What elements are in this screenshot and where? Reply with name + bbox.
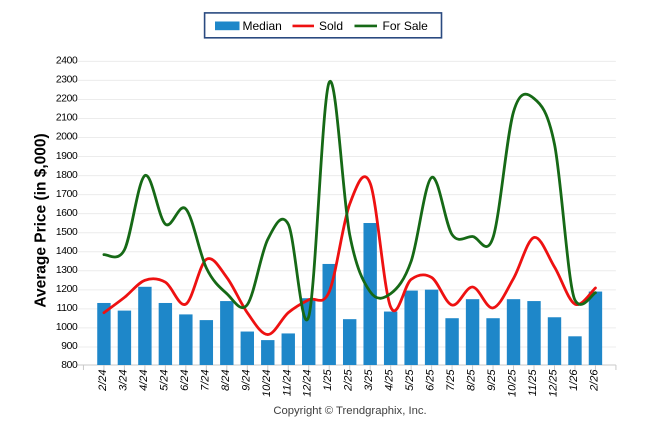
svg-text:1100: 1100: [57, 303, 78, 314]
svg-text:11/25: 11/25: [527, 369, 539, 397]
svg-text:2/25: 2/25: [343, 369, 355, 392]
svg-text:9/24: 9/24: [240, 370, 252, 391]
svg-text:4/24: 4/24: [138, 370, 150, 391]
svg-text:1000: 1000: [56, 322, 78, 333]
svg-text:12/25: 12/25: [547, 369, 559, 397]
svg-text:2400: 2400: [56, 56, 78, 67]
svg-text:2/24: 2/24: [97, 370, 109, 392]
svg-text:6/24: 6/24: [179, 370, 191, 391]
svg-text:1/26: 1/26: [568, 369, 580, 391]
svg-text:8/25: 8/25: [466, 369, 478, 391]
svg-text:11/24: 11/24: [281, 370, 293, 397]
svg-text:6/25: 6/25: [425, 369, 437, 391]
svg-text:7/25: 7/25: [445, 369, 457, 391]
svg-text:Copyright © Trendgraphix, Inc.: Copyright © Trendgraphix, Inc.: [273, 405, 426, 417]
svg-text:1700: 1700: [56, 189, 78, 200]
svg-text:3/24: 3/24: [117, 370, 129, 391]
svg-text:Sold: Sold: [319, 19, 343, 33]
svg-text:10/24: 10/24: [261, 370, 273, 398]
svg-text:1400: 1400: [56, 246, 78, 257]
svg-text:Average Price (in $,000): Average Price (in $,000): [33, 133, 50, 307]
svg-text:2/26: 2/26: [588, 369, 600, 392]
svg-text:5/24: 5/24: [158, 370, 170, 391]
svg-text:2000: 2000: [56, 132, 78, 143]
svg-text:900: 900: [61, 341, 78, 352]
svg-text:2200: 2200: [56, 94, 78, 105]
svg-text:1200: 1200: [56, 284, 78, 295]
svg-text:8/24: 8/24: [220, 370, 232, 391]
svg-text:5/25: 5/25: [404, 369, 416, 391]
svg-text:2300: 2300: [56, 75, 78, 86]
svg-text:1500: 1500: [56, 227, 78, 238]
svg-text:12/24: 12/24: [302, 370, 314, 398]
svg-text:800: 800: [61, 360, 78, 371]
svg-text:7/24: 7/24: [199, 370, 211, 391]
svg-text:3/25: 3/25: [363, 369, 375, 391]
svg-text:1300: 1300: [56, 265, 78, 276]
svg-text:9/25: 9/25: [486, 369, 498, 391]
svg-text:1900: 1900: [56, 151, 78, 162]
svg-text:1600: 1600: [56, 208, 78, 219]
svg-text:4/25: 4/25: [384, 369, 396, 391]
svg-text:1800: 1800: [56, 170, 78, 181]
svg-text:1/25: 1/25: [322, 369, 334, 391]
svg-text:For Sale: For Sale: [383, 19, 429, 33]
svg-text:Median: Median: [243, 19, 282, 33]
svg-text:10/25: 10/25: [507, 369, 519, 397]
svg-text:2100: 2100: [56, 113, 78, 124]
